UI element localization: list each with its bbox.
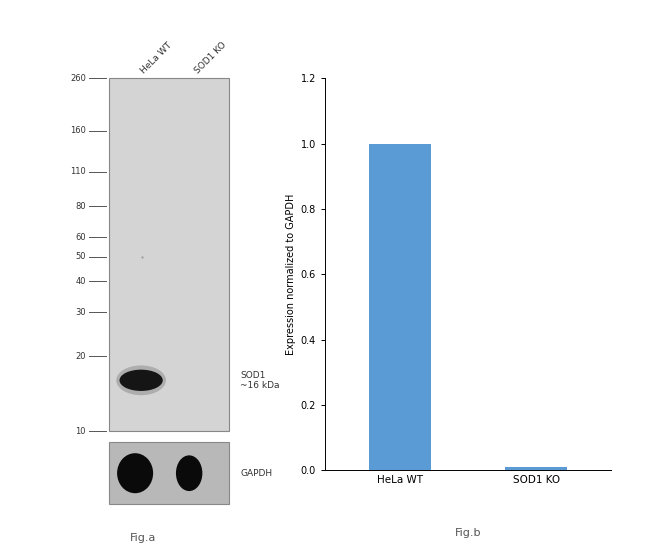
Text: Fig.b: Fig.b — [455, 528, 481, 538]
Bar — [109, 78, 229, 431]
Text: GAPDH: GAPDH — [240, 469, 272, 478]
Text: 10: 10 — [75, 427, 86, 436]
Ellipse shape — [116, 366, 166, 395]
Text: Fig.a: Fig.a — [130, 533, 156, 543]
Bar — [506, 467, 567, 470]
Text: 60: 60 — [75, 233, 86, 242]
Bar — [109, 442, 229, 504]
Ellipse shape — [117, 453, 153, 493]
Text: 50: 50 — [75, 253, 86, 262]
Ellipse shape — [176, 455, 202, 491]
Y-axis label: Expression normalized to GAPDH: Expression normalized to GAPDH — [287, 194, 296, 355]
Text: 40: 40 — [75, 277, 86, 286]
Text: 20: 20 — [75, 352, 86, 361]
Text: 160: 160 — [70, 127, 86, 136]
Text: 30: 30 — [75, 308, 86, 317]
Text: SOD1 KO: SOD1 KO — [193, 40, 228, 76]
Bar — [369, 144, 430, 470]
Text: SOD1
~16 kDa: SOD1 ~16 kDa — [240, 371, 280, 390]
Text: 260: 260 — [70, 74, 86, 83]
Ellipse shape — [120, 370, 162, 391]
Text: HeLa WT: HeLa WT — [138, 41, 174, 76]
Text: 80: 80 — [75, 202, 86, 211]
Text: 110: 110 — [70, 167, 86, 176]
